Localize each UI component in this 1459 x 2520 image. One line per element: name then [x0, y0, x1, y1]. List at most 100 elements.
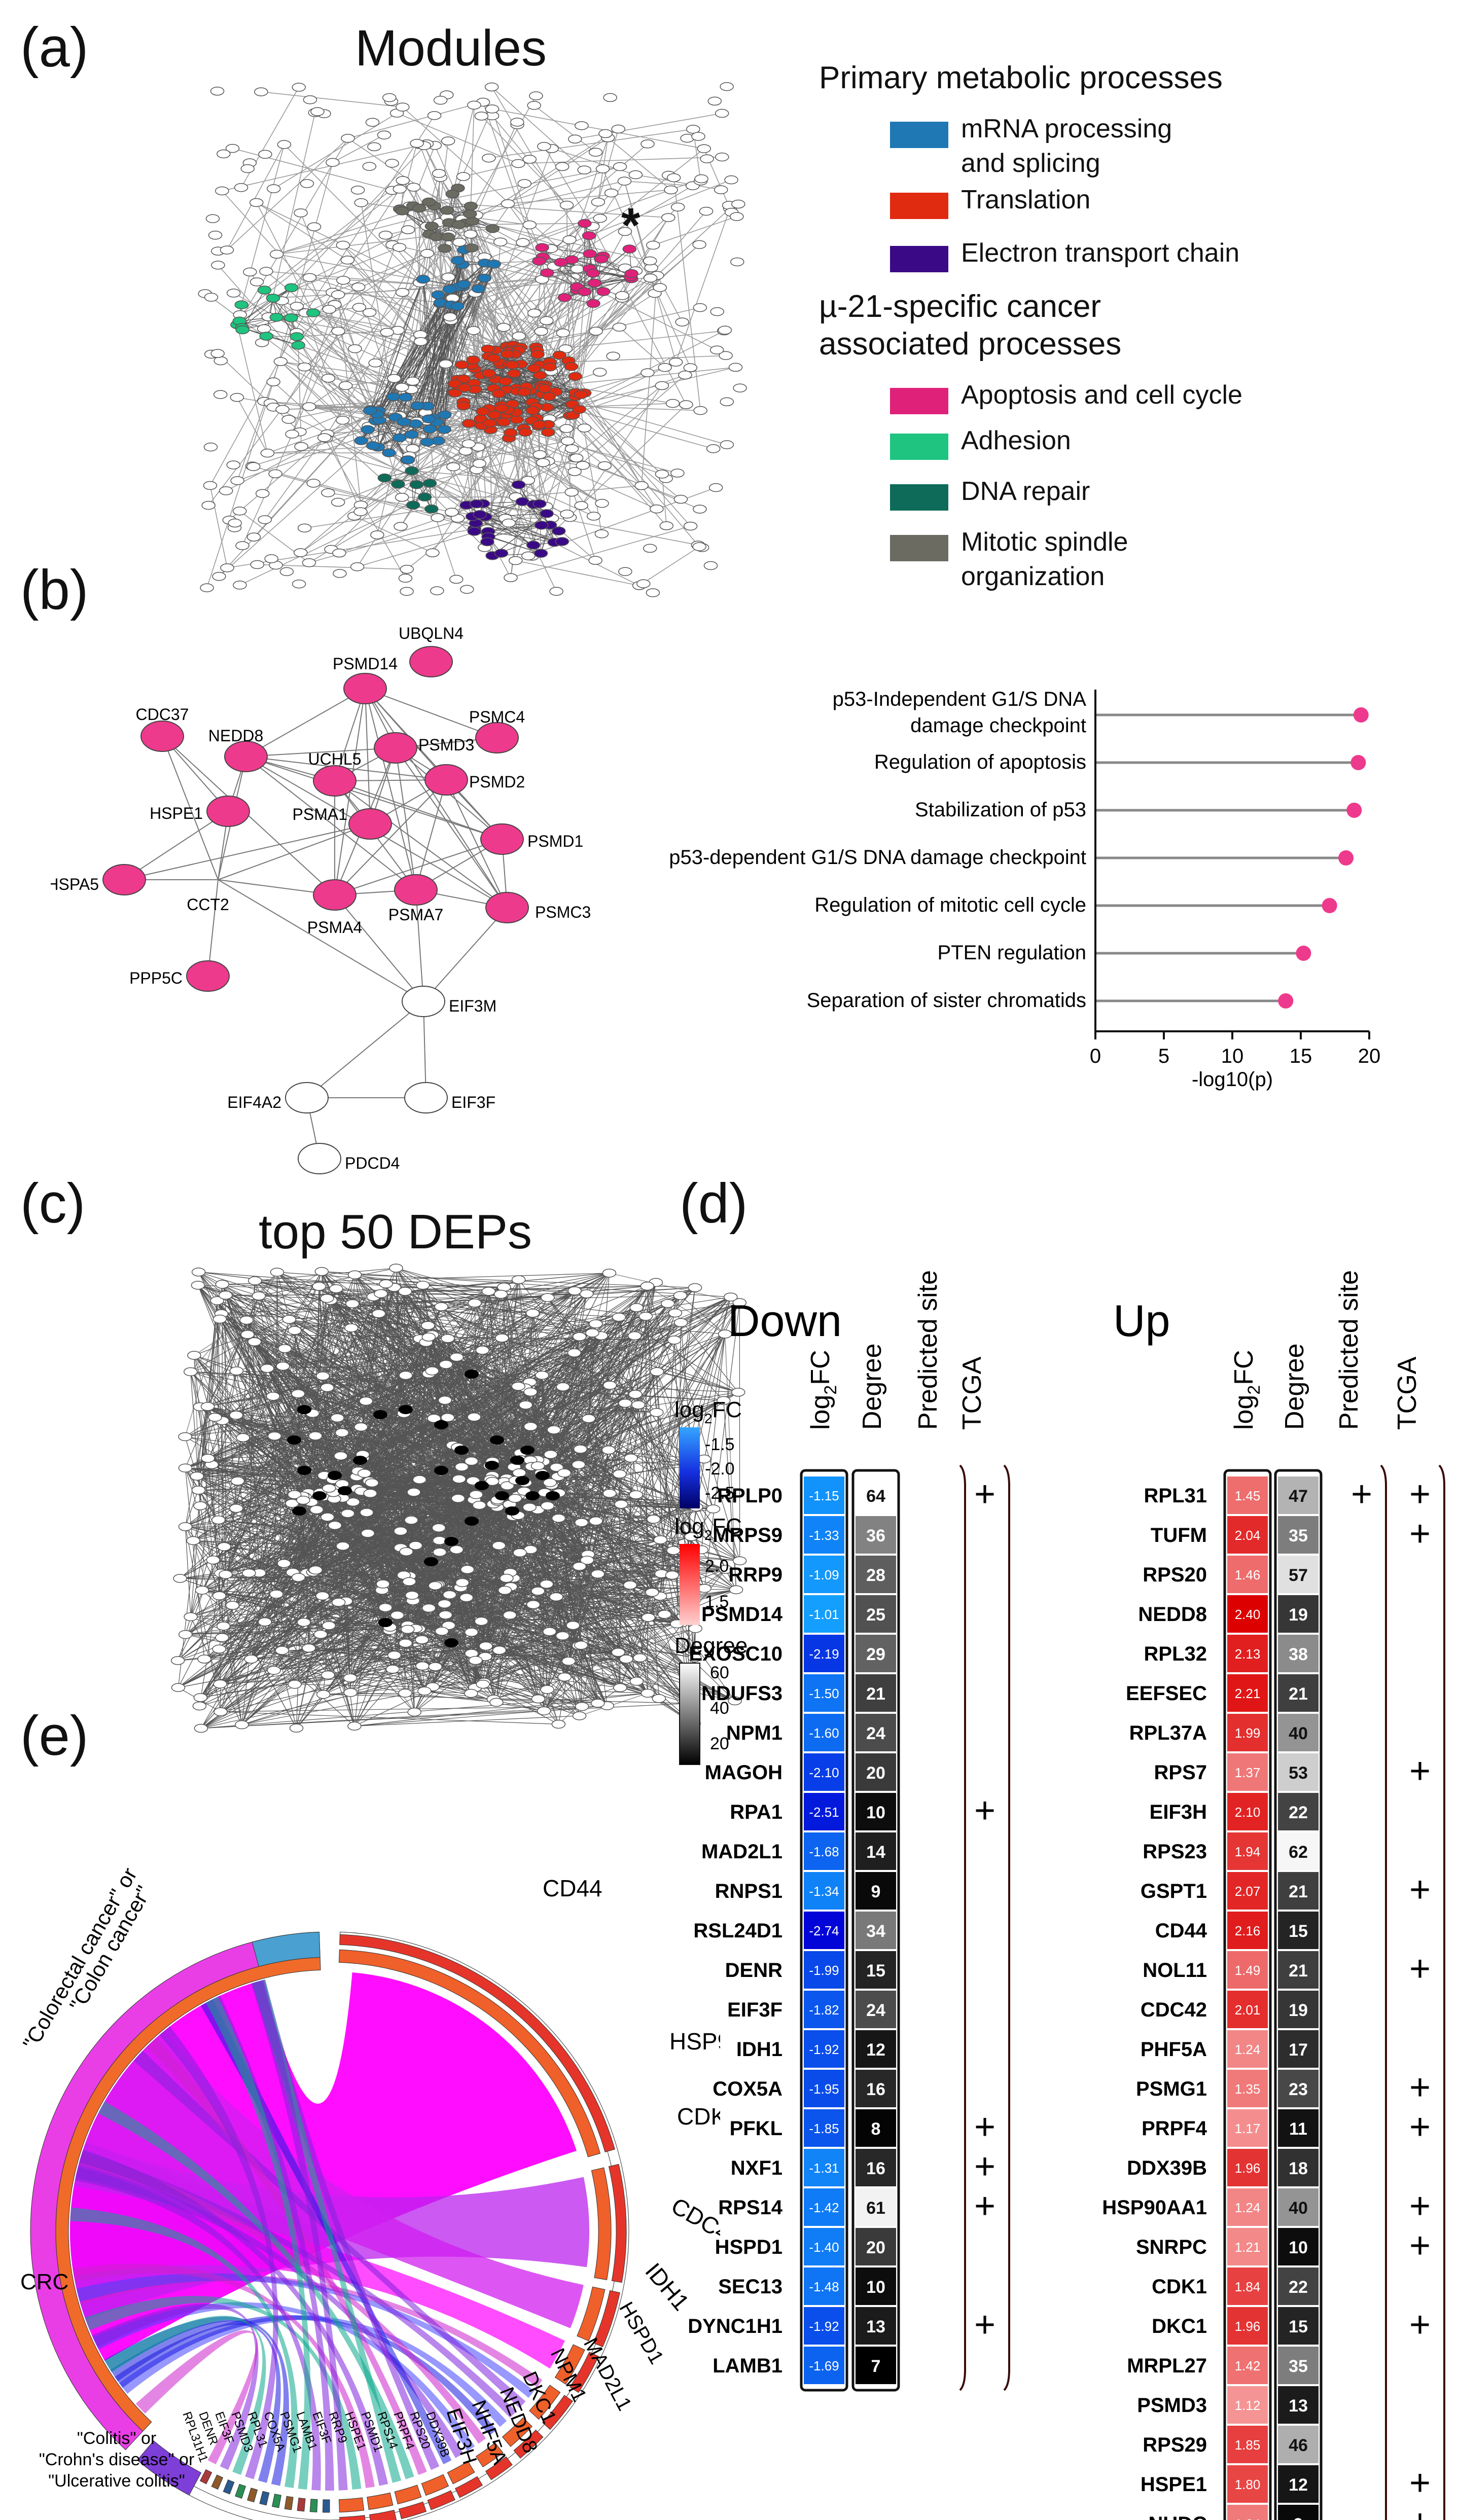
network-node [450, 302, 465, 311]
network-node [485, 224, 500, 233]
network-node [532, 450, 547, 459]
network-node [259, 267, 273, 276]
network-edge [449, 1594, 627, 1660]
network-edge [436, 278, 485, 422]
network-node [447, 379, 462, 388]
network-node [505, 360, 519, 370]
network-node [467, 527, 482, 536]
network-node [288, 1680, 302, 1689]
network-node [226, 460, 241, 470]
network-edge [185, 1526, 297, 1729]
network-edge [358, 1338, 503, 1471]
network-edge [438, 1527, 649, 1618]
network-edge [217, 1301, 226, 1575]
b-node-label: PSMD2 [469, 773, 525, 791]
network-edge [618, 1317, 687, 1572]
network-node [343, 1673, 358, 1683]
network-edge [291, 143, 428, 288]
network-edge [661, 474, 667, 526]
network-edge [197, 1475, 416, 1629]
network-node [401, 455, 415, 464]
network-node [212, 1644, 226, 1654]
network-node [451, 256, 465, 265]
network-edge [209, 485, 228, 568]
network-edge [536, 396, 576, 419]
network-edge [218, 1520, 309, 1648]
network-edge [328, 1394, 636, 1675]
b-node [374, 732, 417, 764]
network-node [382, 448, 396, 457]
network-node [255, 489, 270, 498]
network-edge [432, 1335, 692, 1537]
network-edge [452, 1382, 530, 1446]
network-node [640, 139, 655, 149]
network-edge [220, 1403, 626, 1712]
network-node [542, 392, 556, 401]
network-edge [485, 516, 555, 543]
network-node [333, 569, 347, 578]
network-node [410, 139, 424, 148]
network-edge [202, 1590, 355, 1726]
network-edge [342, 1385, 610, 1498]
network-node [400, 565, 414, 574]
network-edge [330, 1300, 436, 1586]
network-edge [242, 317, 292, 331]
network-edge [397, 113, 519, 164]
network-node [195, 1586, 209, 1595]
network-edge [428, 1337, 472, 1694]
network-edge [399, 143, 417, 209]
network-node [441, 232, 455, 242]
network-edge [564, 1353, 575, 1473]
network-edge [276, 207, 419, 255]
network-edge [328, 1571, 687, 1676]
network-edge [199, 1594, 277, 1706]
network-node [597, 461, 612, 471]
network-node [697, 144, 711, 153]
legend-label: mRNA processing and splicing [961, 114, 1172, 178]
b-node [480, 823, 524, 855]
b-node [313, 765, 357, 797]
network-node [589, 1517, 603, 1526]
network-edge [402, 106, 572, 260]
network-edge [197, 1297, 548, 1477]
network-edge [519, 1286, 648, 1473]
network-edge [289, 1319, 426, 1343]
network-node [210, 1296, 224, 1305]
network-edge [333, 1479, 351, 1678]
network-node [315, 1591, 330, 1601]
network-node [277, 1559, 291, 1568]
top50-network [170, 1264, 747, 1733]
b-edge [334, 779, 447, 895]
network-node [532, 257, 546, 266]
b-node [298, 1143, 341, 1174]
network-node [422, 424, 437, 434]
network-node [205, 214, 220, 223]
network-edge [236, 397, 268, 454]
network-node [213, 1679, 227, 1688]
network-node [720, 397, 734, 407]
network-edge [251, 1569, 726, 1660]
network-node [710, 307, 724, 316]
network-edge [226, 144, 285, 250]
network-edge [367, 1413, 404, 1534]
network-node [469, 499, 484, 509]
network-node [567, 467, 582, 476]
network-node [589, 327, 603, 336]
network-node [203, 481, 218, 490]
network-node [564, 362, 579, 371]
network-node [292, 580, 306, 589]
network-edge [370, 279, 423, 411]
network-node [464, 1628, 479, 1637]
network-node [385, 159, 399, 168]
network-node [191, 1280, 205, 1290]
network-node [703, 561, 718, 570]
network-edge [309, 277, 451, 321]
network-edge [241, 287, 292, 328]
b-node-label: CDC37 [136, 705, 189, 724]
network-node [240, 1330, 255, 1339]
network-node [431, 290, 445, 300]
x-tick-label: 15 [1290, 1045, 1312, 1067]
network-node [679, 400, 693, 409]
network-edge [207, 1406, 338, 1490]
network-edge [236, 1350, 483, 1416]
